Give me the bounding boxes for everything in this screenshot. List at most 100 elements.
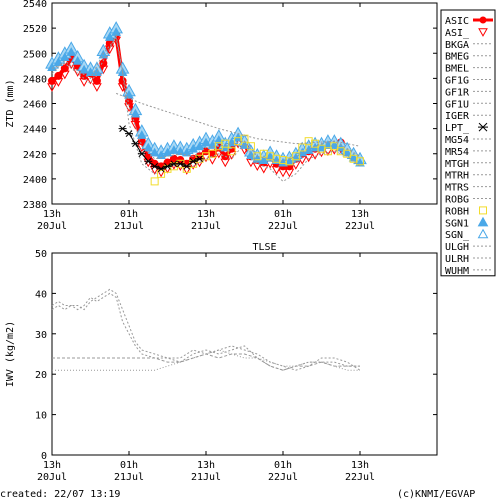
x-tick-label: 13h — [351, 209, 369, 220]
robh-marker — [291, 152, 300, 161]
robh-marker — [234, 137, 243, 146]
sgn1-marker — [278, 157, 288, 167]
asic-marker — [54, 71, 63, 80]
y-axis-label: ZTD (mm) — [5, 79, 16, 127]
legend-label: SGN1 — [445, 218, 469, 229]
legend-label: ROBG — [445, 195, 469, 206]
sgn1-marker — [169, 145, 179, 154]
sgn1-marker — [188, 143, 199, 153]
legend-label: BKGA — [445, 40, 469, 51]
y-tick-label: 2460 — [23, 100, 47, 111]
robh-marker — [356, 157, 364, 166]
sgn1-marker — [130, 108, 141, 118]
robh-marker — [214, 142, 223, 151]
x-tick-label: 01h — [274, 460, 292, 471]
legend-label: MG54 — [445, 135, 469, 146]
robh-marker — [182, 164, 191, 173]
sgn1-marker — [53, 57, 64, 66]
legend-label: ASIC — [445, 16, 469, 27]
legend-label: IGER — [445, 111, 470, 122]
sgn1-marker — [246, 150, 256, 159]
x-tick-label: 13h — [351, 460, 369, 471]
sgn1-marker — [72, 55, 83, 65]
legend-label: BMEL — [445, 64, 469, 75]
x-tick-label: 22Jul — [268, 472, 298, 483]
robh-marker — [208, 149, 217, 158]
x-tick-label: 21Jul — [114, 472, 144, 483]
sgn1-marker — [136, 130, 147, 139]
plot-frame-1 — [51, 252, 438, 456]
sgn1-marker — [252, 153, 263, 163]
x-tick-label: 22Jul — [345, 221, 375, 232]
sgn1-marker — [329, 140, 340, 149]
sgn1-marker — [47, 62, 57, 71]
legend-label: ROBH — [445, 206, 469, 217]
robh-marker — [317, 144, 326, 153]
x-tick-label: 22Jul — [345, 472, 375, 483]
robh-marker — [298, 143, 307, 152]
x-tick-label: 21Jul — [191, 221, 221, 232]
y-tick-label: 40 — [35, 289, 47, 300]
x-tick-label: 21Jul — [191, 472, 221, 483]
robh-marker — [336, 147, 345, 156]
series-iwv3-line — [52, 353, 360, 371]
legend-label: SGN_ — [445, 230, 470, 241]
asic-marker — [48, 76, 56, 85]
robh-marker — [157, 169, 166, 178]
y-tick-label: 2480 — [23, 74, 47, 85]
x-tick-label: 01h — [120, 209, 138, 220]
robh-marker — [266, 152, 275, 161]
x-tick-label: 13h — [43, 460, 61, 471]
sgn1-marker — [162, 147, 173, 157]
robh-marker — [272, 154, 281, 163]
robh-marker — [246, 142, 255, 151]
legend-swatch — [479, 16, 487, 24]
y-tick-label: 2420 — [23, 150, 47, 161]
asic-marker — [118, 76, 127, 85]
y-tick-label: 2380 — [23, 200, 47, 211]
robh-marker — [330, 142, 339, 151]
y-tick-label: 2520 — [23, 24, 47, 35]
footer-created: created: 22/07 13:19 — [0, 489, 120, 500]
legend-label: GF1G — [445, 76, 469, 87]
y-tick-label: 0 — [41, 451, 47, 462]
y-tick-label: 20 — [35, 370, 47, 381]
legend-label: MTRS — [445, 183, 469, 194]
sgn1-marker — [104, 32, 115, 41]
legend-label: WUHM — [445, 266, 469, 277]
sgn1-marker — [175, 146, 186, 156]
x-tick-label: 01h — [274, 209, 292, 220]
y-tick-label: 10 — [35, 411, 47, 422]
robh-marker — [221, 139, 230, 148]
robh-marker — [227, 147, 236, 156]
sgn1-marker — [92, 67, 102, 77]
legend-label: MR54 — [445, 147, 469, 158]
x-tick-label: 20Jul — [37, 472, 67, 483]
sgn1-marker — [316, 142, 327, 152]
legend-label: LPT_ — [445, 123, 470, 134]
legend-label: MTRH — [445, 171, 469, 182]
legend-label: ULRH — [445, 254, 469, 265]
robh-marker — [343, 149, 352, 158]
legend-swatch — [477, 216, 489, 227]
sgn1-marker — [323, 140, 333, 149]
robh-marker — [150, 177, 159, 186]
legend-label: GF1U — [445, 99, 469, 110]
y-axis-label: IWV (kg/m2) — [5, 321, 16, 387]
legend-box — [440, 9, 496, 277]
series-bmeg-line — [51, 34, 361, 183]
x-tick-label: 20Jul — [37, 221, 67, 232]
y-tick-label: 30 — [35, 330, 47, 341]
footer-credit: (c)KNMI/EGVAP — [397, 489, 475, 500]
series-iwv1-line — [51, 292, 360, 371]
x-tick-label: 21Jul — [114, 221, 144, 232]
robh-marker — [311, 139, 320, 148]
legend-label: ULGH — [445, 242, 469, 253]
x-tick-label: 13h — [43, 209, 61, 220]
robh-marker — [323, 147, 332, 156]
legend-label: BMEG — [445, 52, 469, 63]
y-tick-label: 2500 — [23, 49, 47, 60]
robh-marker — [240, 134, 249, 143]
series-mtrh-line — [116, 92, 361, 147]
